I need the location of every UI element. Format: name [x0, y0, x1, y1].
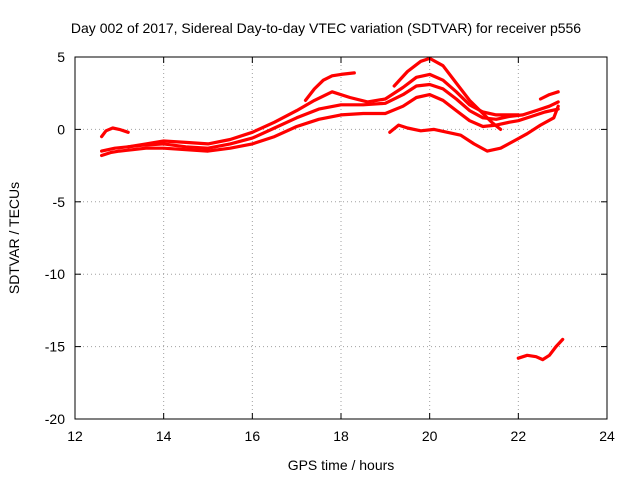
y-tick-label: 5: [57, 49, 65, 65]
series-track-2: [99, 82, 560, 153]
series-track-6: [388, 104, 560, 153]
y-tick-labels: 5 0 -5 -10 -15 -20: [45, 49, 65, 427]
y-tick-label: -5: [53, 194, 66, 210]
series-track-7: [99, 126, 130, 139]
y-tick-label: -15: [45, 339, 65, 355]
x-tick-label: 22: [511, 428, 527, 444]
y-tick-label: -10: [45, 266, 65, 282]
x-tick-label: 12: [67, 428, 83, 444]
x-tick-label: 24: [599, 428, 615, 444]
grid-lines: [75, 57, 607, 419]
chart-title: Day 002 of 2017, Sidereal Day-to-day VTE…: [71, 20, 581, 36]
series-track-4: [303, 71, 356, 103]
axis-ticks: [74, 56, 608, 420]
x-tick-label: 16: [245, 428, 261, 444]
series-track-3: [126, 72, 520, 149]
series-track-1: [99, 92, 560, 158]
series-track-9: [516, 337, 565, 362]
x-axis-label: GPS time / hours: [288, 457, 395, 473]
series-track-8: [538, 90, 560, 101]
x-tick-labels: 12 14 16 18 20 22 24: [67, 428, 615, 444]
y-tick-label: 0: [57, 121, 65, 137]
y-axis-label: SDTVAR / TECUs: [6, 182, 22, 294]
x-tick-label: 20: [422, 428, 438, 444]
y-tick-label: -20: [45, 411, 65, 427]
data-series: [99, 56, 565, 362]
x-tick-label: 14: [156, 428, 172, 444]
series-track-5: [392, 56, 503, 131]
x-tick-label: 18: [333, 428, 349, 444]
